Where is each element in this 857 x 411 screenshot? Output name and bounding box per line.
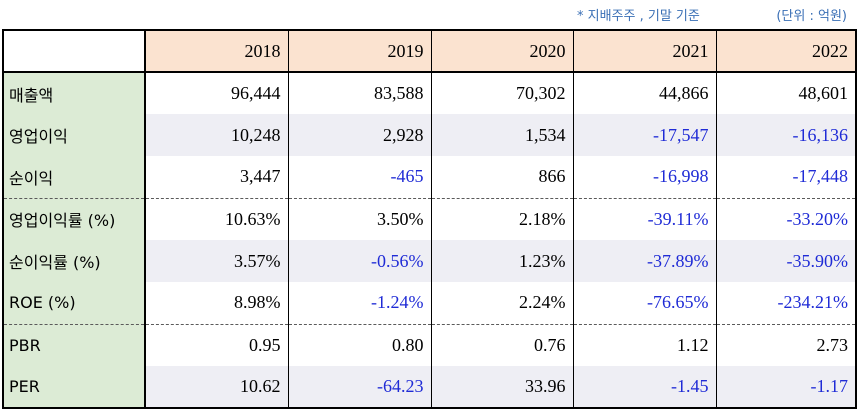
table-cell: 3.50%	[288, 197, 432, 240]
table-cell: 33.96	[431, 366, 574, 408]
table-cell: 3,447	[145, 156, 289, 198]
table-cell: 48,601	[716, 72, 857, 114]
table-cell: -39.11%	[573, 197, 717, 240]
row-label: 영업이익	[3, 114, 146, 156]
row-label: 영업이익률 (%)	[3, 197, 146, 240]
table-cell: 10.62	[145, 366, 289, 408]
table-cell: 83,588	[288, 72, 432, 114]
table-row-revenue: 매출액 96,444 83,588 70,302 44,866 48,601	[3, 72, 857, 114]
row-label: 순이익률 (%)	[3, 240, 146, 282]
table-cell: 1.12	[573, 323, 717, 366]
unit-note: (단위 : 억원)	[776, 9, 847, 24]
row-label: 매출액	[3, 72, 146, 114]
header-corner-cell	[3, 30, 146, 73]
table-cell: -16,136	[716, 114, 857, 156]
header-year-2022: 2022	[716, 30, 857, 73]
table-cell: -16,998	[573, 156, 717, 198]
table-cell: -234.21%	[716, 282, 857, 324]
table-cell: 44,866	[573, 72, 717, 114]
table-cell: 2.18%	[431, 197, 574, 240]
table-row-operating-margin: 영업이익률 (%) 10.63% 3.50% 2.18% -39.11% -33…	[3, 197, 857, 240]
basis-note: * 지배주주 , 기말 기준	[577, 9, 700, 24]
table-cell: -37.89%	[573, 240, 717, 282]
table-cell: -17,547	[573, 114, 717, 156]
table-row-operating-profit: 영업이익 10,248 2,928 1,534 -17,547 -16,136	[3, 114, 857, 156]
row-label: 순이익	[3, 156, 146, 198]
table-cell: 2,928	[288, 114, 432, 156]
table-cell: -35.90%	[716, 240, 857, 282]
table-cell: -64.23	[288, 366, 432, 408]
table-cell: 866	[431, 156, 574, 198]
header-year-2019: 2019	[288, 30, 432, 73]
row-label: PBR	[3, 323, 146, 366]
table-cell: 1,534	[431, 114, 574, 156]
table-row-roe: ROE (%) 8.98% -1.24% 2.24% -76.65% -234.…	[3, 282, 857, 324]
header-year-2020: 2020	[431, 30, 574, 73]
table-cell: 0.80	[288, 323, 432, 366]
table-row-net-margin: 순이익률 (%) 3.57% -0.56% 1.23% -37.89% -35.…	[3, 240, 857, 282]
table-cell: -0.56%	[288, 240, 432, 282]
table-header-row: 2018 2019 2020 2021 2022	[3, 30, 857, 73]
table-cell: -33.20%	[716, 197, 857, 240]
table-cell: 1.23%	[431, 240, 574, 282]
table-cell: 10.63%	[145, 197, 289, 240]
row-label: ROE (%)	[3, 282, 146, 324]
table-cell: 2.73	[716, 323, 857, 366]
table-cell: 8.98%	[145, 282, 289, 324]
table-cell: -1.17	[716, 366, 857, 408]
header-year-2021: 2021	[573, 30, 717, 73]
table-cell: 10,248	[145, 114, 289, 156]
table-cell: -465	[288, 156, 432, 198]
table-cell: 0.95	[145, 323, 289, 366]
table-cell: 70,302	[431, 72, 574, 114]
table-cell: -76.65%	[573, 282, 717, 324]
row-label: PER	[3, 366, 146, 408]
table-row-pbr: PBR 0.95 0.80 0.76 1.12 2.73	[3, 323, 857, 366]
table-row-per: PER 10.62 -64.23 33.96 -1.45 -1.17	[3, 366, 857, 408]
table-cell: 0.76	[431, 323, 574, 366]
table-cell: 3.57%	[145, 240, 289, 282]
table-row-net-income: 순이익 3,447 -465 866 -16,998 -17,448	[3, 156, 857, 198]
financial-table: 2018 2019 2020 2021 2022 매출액 96,444 83,5…	[2, 29, 857, 409]
table-cell: -1.24%	[288, 282, 432, 324]
table-cell: -1.45	[573, 366, 717, 408]
table-cell: -17,448	[716, 156, 857, 198]
table-cell: 96,444	[145, 72, 289, 114]
header-year-2018: 2018	[145, 30, 289, 73]
table-cell: 2.24%	[431, 282, 574, 324]
